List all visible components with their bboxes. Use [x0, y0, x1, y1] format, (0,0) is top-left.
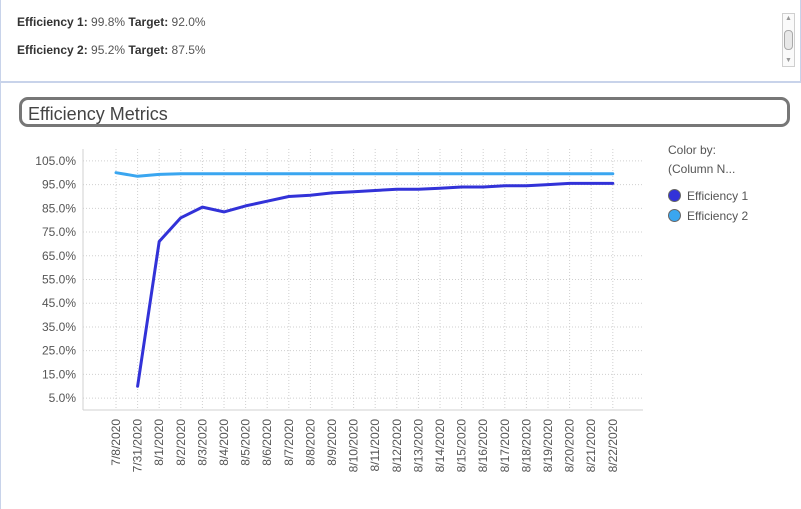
x-tick-label: 8/13/2020 — [411, 419, 425, 473]
x-tick-label: 7/8/2020 — [109, 419, 123, 466]
x-tick-label: 8/9/2020 — [325, 419, 339, 466]
y-tick-label: 35.0% — [42, 320, 76, 334]
kpi-label: Efficiency 2: — [17, 43, 88, 57]
legend-label: Efficiency 2 — [687, 209, 749, 223]
x-tick-label: 8/11/2020 — [368, 419, 382, 472]
y-tick-label: 105.0% — [35, 154, 76, 168]
legend-label: Efficiency 1 — [687, 189, 749, 203]
y-tick-label: 5.0% — [49, 391, 77, 405]
kpi-efficiency-1: Efficiency 1: 99.8% Target: 92.0% — [17, 15, 206, 29]
y-tick-label: 25.0% — [42, 344, 76, 358]
x-tick-label: 8/22/2020 — [606, 419, 620, 473]
x-tick-label: 8/1/2020 — [152, 419, 166, 466]
x-tick-label: 8/4/2020 — [217, 419, 231, 466]
x-tick-label: 8/2/2020 — [174, 419, 188, 466]
legend-swatch — [668, 189, 681, 202]
y-tick-label: 95.0% — [42, 178, 76, 192]
kpi-target-value: 92.0% — [171, 15, 206, 29]
x-tick-label: 8/5/2020 — [239, 419, 253, 466]
x-tick-label: 8/10/2020 — [347, 419, 361, 473]
kpi-target-label: Target: — [128, 15, 169, 29]
x-tick-label: 8/18/2020 — [519, 419, 533, 473]
legend: Color by: (Column N... Efficiency 1 Effi… — [668, 141, 748, 223]
kpi-value: 99.8% — [91, 15, 126, 29]
scroll-thumb[interactable] — [784, 30, 793, 50]
y-tick-label: 85.0% — [42, 201, 76, 215]
x-tick-label: 8/8/2020 — [303, 419, 317, 466]
x-tick-label: 8/12/2020 — [390, 419, 404, 473]
scroll-up-icon[interactable]: ▲ — [785, 15, 792, 22]
x-tick-label: 8/20/2020 — [563, 419, 577, 473]
kpi-efficiency-2: Efficiency 2: 95.2% Target: 87.5% — [17, 43, 206, 57]
x-tick-label: 7/31/2020 — [131, 419, 145, 473]
x-tick-label: 8/19/2020 — [541, 419, 555, 473]
x-tick-label: 8/6/2020 — [260, 419, 274, 466]
y-tick-label: 15.0% — [42, 367, 76, 381]
x-tick-label: 8/17/2020 — [498, 419, 512, 473]
chart-title-box[interactable]: Efficiency Metrics — [19, 97, 790, 127]
legend-header[interactable]: Color by: — [668, 143, 717, 157]
legend-item-efficiency-1[interactable]: Efficiency 1 — [668, 189, 748, 203]
legend-swatch — [668, 209, 681, 222]
x-tick-label: 8/14/2020 — [433, 419, 447, 473]
x-tick-label: 8/16/2020 — [476, 419, 490, 473]
y-tick-label: 65.0% — [42, 249, 76, 263]
legend-item-efficiency-2[interactable]: Efficiency 2 — [668, 209, 748, 223]
chart-panel: Efficiency Metrics 5.0% 15.0% 25.0% 35.0% 45… — [0, 83, 800, 509]
chart-title: Efficiency Metrics — [28, 104, 168, 124]
legend-header-column[interactable]: (Column N... — [668, 162, 736, 176]
line-chart: 5.0% 15.0% 25.0% 35.0% 45.0% 55.0% 65.0% 75.0% 8… — [35, 149, 643, 473]
series-line-efficiency-1 — [136, 181, 615, 388]
series-line-efficiency-2 — [114, 171, 615, 178]
y-tick-label: 55.0% — [42, 273, 76, 287]
kpi-scrollbar[interactable]: ▲ ▼ — [782, 13, 795, 67]
scroll-down-icon[interactable]: ▼ — [785, 57, 792, 64]
x-tick-label: 8/7/2020 — [282, 419, 296, 466]
x-tick-label: 8/15/2020 — [455, 419, 469, 473]
kpi-target-label: Target: — [128, 43, 169, 57]
y-tick-label: 75.0% — [42, 225, 76, 239]
kpi-value: 95.2% — [91, 43, 126, 57]
kpi-label: Efficiency 1: — [17, 15, 88, 29]
x-tick-label: 8/21/2020 — [584, 419, 598, 473]
y-tick-label: 45.0% — [42, 296, 76, 310]
kpi-target-value: 87.5% — [171, 43, 206, 57]
x-tick-label: 8/3/2020 — [195, 419, 209, 466]
kpi-panel: Efficiency 1: 99.8% Target: 92.0% Effici… — [0, 0, 801, 83]
